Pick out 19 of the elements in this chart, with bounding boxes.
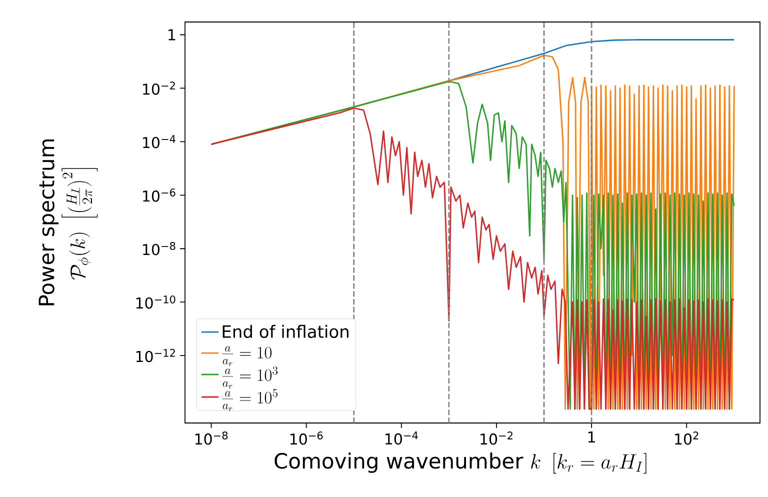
legend-label: $\frac{a}{a_r} = 10$ xyxy=(222,346,272,366)
x-tick-label: 10$^{−4}$ xyxy=(386,432,418,445)
x-tick-label: 1 xyxy=(588,432,595,442)
y-tick-label: 10$^{−6}$ xyxy=(143,188,176,202)
x-tick-label: 10$^{−6}$ xyxy=(290,432,323,445)
y-axis-title: $\begin{array}{c}\textnormal{Power spectrum}\\ \mathcal{P}_{\phi}(k)\ \left[\left(\frac{H_I}{2\pi}\right)^{2}\right]\end{array}$ xyxy=(38,140,98,306)
x-axis-title: $\textnormal{Comoving wavenumber }k\ \left[k_r = a_r H_I\right]$ xyxy=(274,452,646,474)
legend-label: $\frac{a}{a_r} = 10^{3}$ xyxy=(222,366,278,389)
legend-label: $\frac{a}{a_r} = 10^{5}$ xyxy=(222,389,278,412)
legend-label: End of inflation xyxy=(222,324,348,338)
x-tick-label: 10$^{2}$ xyxy=(675,432,698,445)
y-tick-label: 10$^{−12}$ xyxy=(136,348,175,362)
y-tick-label: 10$^{−10}$ xyxy=(136,295,176,309)
y-tick-label: 1 xyxy=(168,29,176,40)
y-tick-label: 10$^{−2}$ xyxy=(143,82,175,95)
x-tick-label: 10$^{−2}$ xyxy=(480,432,512,445)
x-tick-label: 10$^{−8}$ xyxy=(195,432,228,445)
y-tick-label: 10$^{−8}$ xyxy=(143,242,176,256)
y-tick-label: 10$^{−4}$ xyxy=(143,135,176,148)
